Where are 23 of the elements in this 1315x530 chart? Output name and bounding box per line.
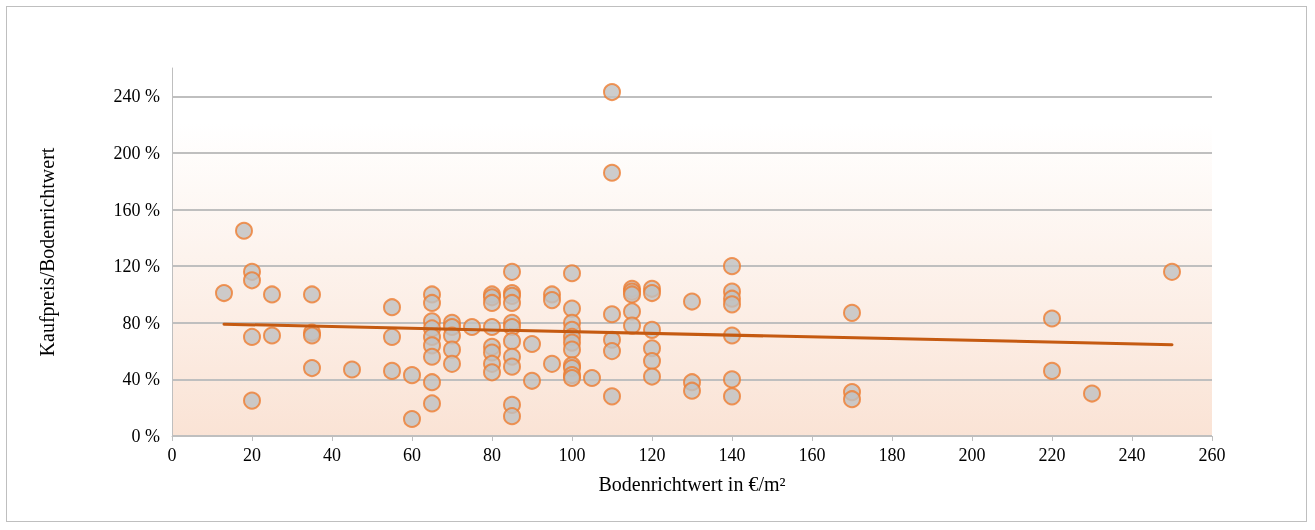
x-tick-label: 60 xyxy=(403,445,421,465)
y-tick-label: 200 % xyxy=(113,142,160,163)
y-tick-label: 40 % xyxy=(122,369,160,390)
x-tick-label: 160 xyxy=(798,445,826,465)
x-tick-label: 200 xyxy=(958,445,986,465)
x-tick-label: 20 xyxy=(243,445,261,465)
x-tick-label: 240 xyxy=(1118,445,1146,465)
x-tick-label: 40 xyxy=(323,445,341,465)
y-tick-label: 80 % xyxy=(122,312,160,333)
y-tick-label: 240 % xyxy=(113,86,160,107)
x-tick-label: 80 xyxy=(483,445,501,465)
x-tick-label: 140 xyxy=(718,445,746,465)
y-tick-label: 120 % xyxy=(113,256,160,277)
y-axis-title: Kaufpreis/Bodenrichtwert xyxy=(36,147,59,357)
x-tick-label: 220 xyxy=(1038,445,1066,465)
x-tick-label: 180 xyxy=(878,445,906,465)
y-tick-label: 160 % xyxy=(113,199,160,220)
x-tick-label: 100 xyxy=(558,445,586,465)
x-axis-title: Bodenrichtwert in €/m² xyxy=(598,473,786,495)
x-tick-label: 120 xyxy=(638,445,666,465)
y-tick-label: 0 % xyxy=(131,426,160,446)
x-tick-label: 0 xyxy=(167,445,177,465)
x-tick-label: 260 xyxy=(1198,445,1226,465)
